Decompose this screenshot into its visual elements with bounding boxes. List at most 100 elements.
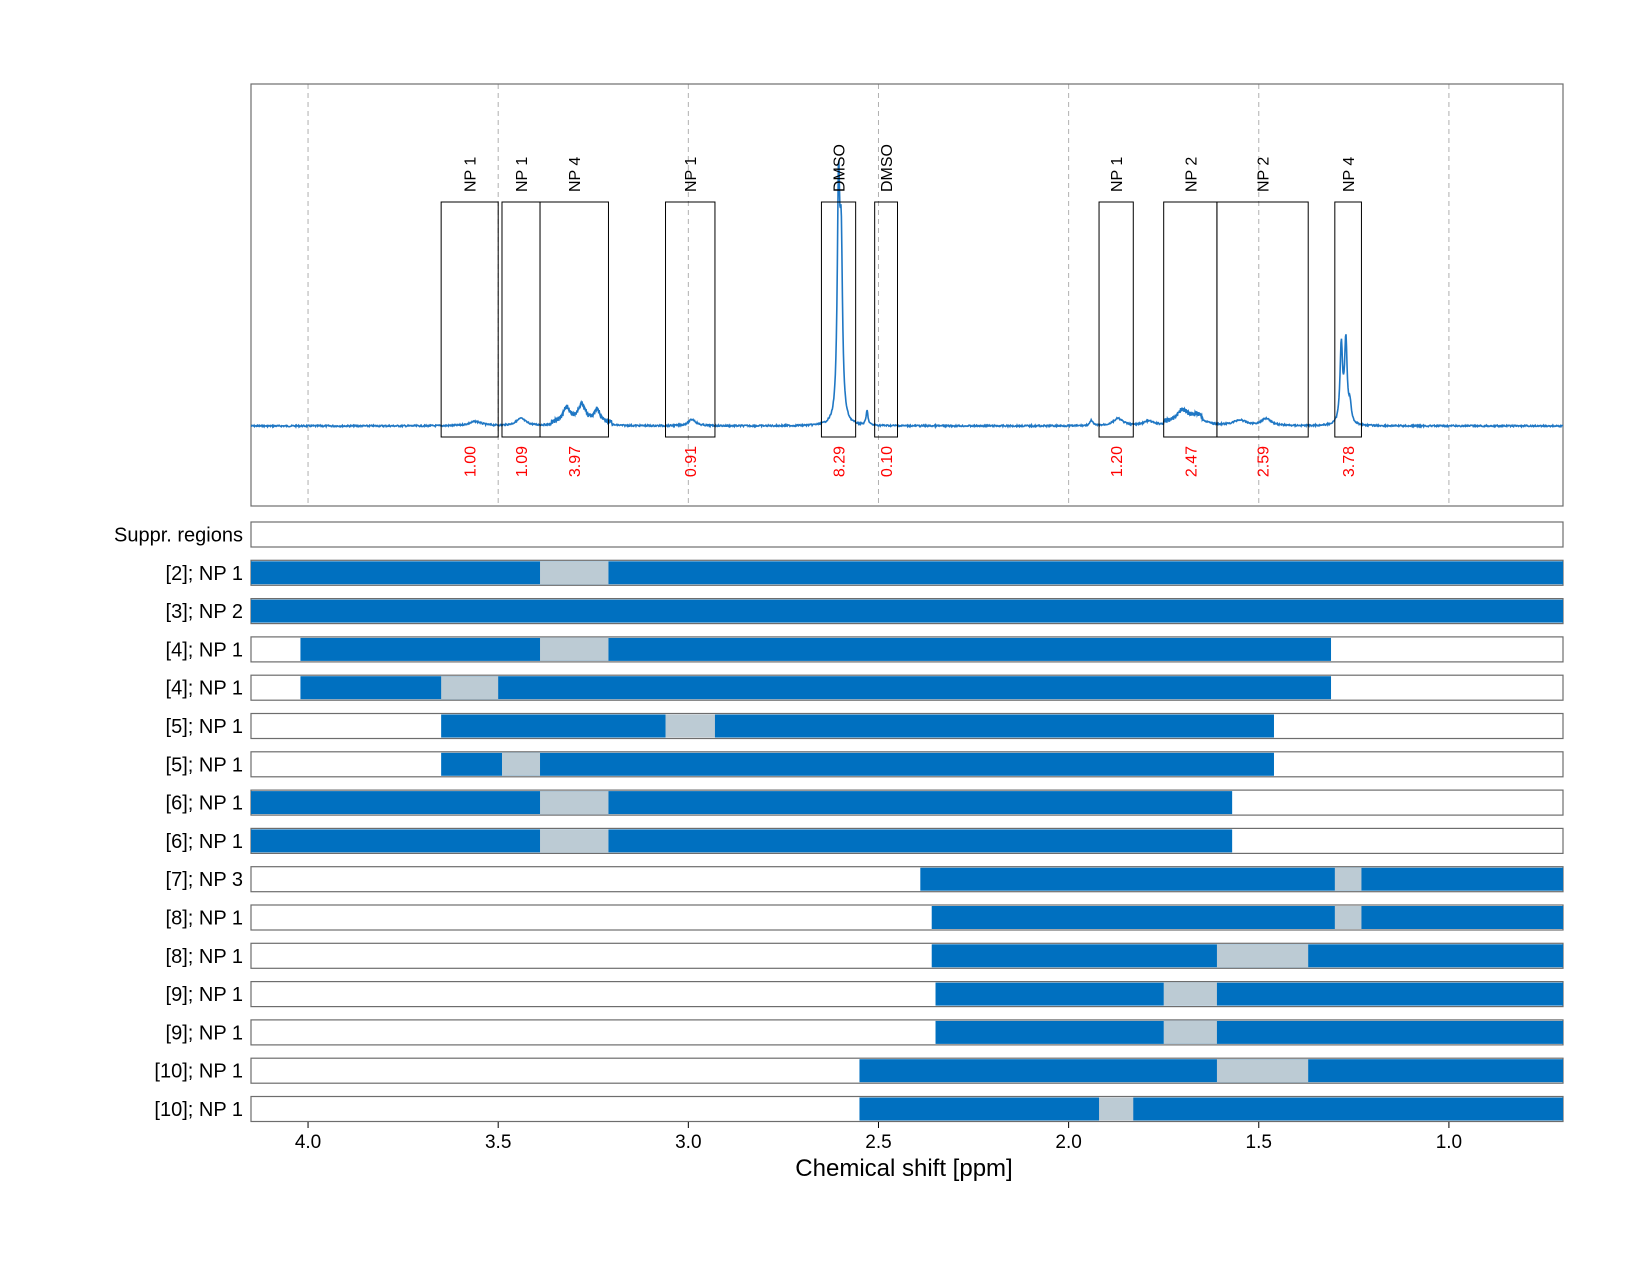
row-label: [9]; NP 1 (166, 1022, 243, 1044)
region-label: DMSO (832, 144, 849, 192)
integration-region-box (1334, 201, 1362, 438)
integral-value: 1.20 (1109, 446, 1126, 477)
row-bar (859, 1097, 1563, 1121)
row-highlight (665, 714, 715, 738)
region-label: DMSO (879, 144, 896, 192)
row-bar (251, 561, 1563, 585)
x-tick-label: 3.0 (675, 1132, 701, 1153)
region-label: NP 1 (683, 157, 700, 192)
row-label: [6]; NP 1 (166, 831, 243, 853)
row-bar (251, 791, 1233, 815)
region-row: [6]; NP 1 (166, 827, 1564, 855)
row-bar (300, 637, 1332, 661)
row-label: [10]; NP 1 (154, 1061, 243, 1083)
row-label: [7]; NP 3 (166, 869, 243, 891)
row-highlight (1216, 944, 1309, 968)
x-tick-label: 4.0 (295, 1132, 321, 1153)
region-label: NP 2 (1183, 157, 1200, 192)
row-bar (251, 829, 1233, 853)
row-bar (931, 906, 1563, 929)
region-row: [10]; NP 1 (154, 1057, 1564, 1084)
x-tick-label: 1.5 (1246, 1132, 1272, 1153)
region-row: [6]; NP 1 (166, 789, 1564, 816)
spectrum-line (250, 160, 1564, 430)
region-row: Suppr. regions (114, 521, 1564, 548)
x-axis-label: Chemical shift [ppm] (795, 1155, 1012, 1182)
region-label: NP 4 (567, 157, 584, 192)
region-row: [5]; NP 1 (166, 712, 1564, 740)
region-row: [4]; NP 1 (166, 636, 1564, 663)
region-row: [2]; NP 1 (166, 559, 1564, 586)
row-label: [10]; NP 1 (154, 1099, 243, 1121)
row-label: [5]; NP 1 (166, 716, 243, 738)
region-row: [8]; NP 1 (166, 904, 1564, 931)
region-label: NP 1 (1109, 157, 1126, 192)
row-highlight (441, 676, 499, 700)
integration-region-box (1098, 201, 1134, 438)
row-bar (441, 714, 1274, 738)
x-tick-label: 3.5 (485, 1132, 511, 1153)
row-bar (859, 1059, 1563, 1083)
x-tick-label: 1.0 (1436, 1132, 1462, 1153)
region-row: [9]; NP 1 (166, 980, 1564, 1008)
integral-value: 2.59 (1256, 446, 1273, 477)
region-label: NP 2 (1256, 157, 1273, 192)
region-label: NP 1 (463, 157, 480, 192)
row-bar (935, 982, 1563, 1006)
integral-value: 0.91 (683, 446, 700, 477)
row-highlight (540, 561, 609, 585)
integration-region-box (440, 201, 499, 438)
spectrum-frame (250, 83, 1564, 507)
row-bar (920, 867, 1563, 891)
region-rows: Suppr. regions [2]; NP 1 [3]; NP 2 [4]; NP … (114, 521, 1564, 1123)
integral-value: 3.97 (567, 446, 584, 477)
row-label: [5]; NP 1 (166, 754, 243, 776)
row-highlight (1163, 1020, 1217, 1044)
integral-value: 1.09 (514, 446, 531, 477)
row-label: [6]; NP 1 (166, 793, 243, 815)
x-tick-label: 2.0 (1055, 1132, 1081, 1153)
integral-value: 2.47 (1183, 446, 1200, 477)
region-row: [7]; NP 3 (166, 866, 1564, 893)
row-highlight (1163, 982, 1217, 1006)
region-row: [9]; NP 1 (166, 1019, 1564, 1046)
integration-region-box (874, 201, 898, 438)
row-highlight (540, 829, 609, 853)
integration-region-box (820, 201, 857, 438)
row-label: [8]; NP 1 (166, 946, 243, 968)
row-label: [8]; NP 1 (166, 908, 243, 930)
integration-regions: NP 1 1.00 NP 1 1.09 NP 4 3.97 NP 1 0.91 DMSO 8.29… (440, 144, 1362, 477)
region-row: [3]; NP 2 (166, 597, 1564, 625)
row-highlight (1334, 867, 1362, 891)
row-label: [4]; NP 1 (166, 639, 243, 661)
region-row: [10]; NP 1 (154, 1095, 1564, 1123)
row-highlight (540, 637, 609, 661)
row-label: [4]; NP 1 (166, 678, 243, 700)
row-label: [9]; NP 1 (166, 984, 243, 1006)
row-label: Suppr. regions (114, 525, 243, 547)
integral-value: 1.00 (463, 446, 480, 477)
integration-region-box (1216, 201, 1309, 438)
row-highlight (1334, 906, 1362, 929)
integral-value: 8.29 (832, 446, 849, 477)
row-bar (300, 676, 1332, 700)
row-label: [3]; NP 2 (166, 601, 243, 623)
row-label: [2]; NP 1 (166, 563, 243, 585)
spectrum-panel (250, 83, 1564, 507)
region-row: [4]; NP 1 (166, 674, 1564, 701)
row-highlight (501, 752, 541, 776)
region-label: NP 1 (514, 157, 531, 192)
region-label: NP 4 (1341, 157, 1358, 192)
integral-value: 0.10 (879, 446, 896, 477)
x-axis: 4.0 3.5 3.0 2.5 2.0 1.5 1.0 (295, 1122, 1462, 1153)
integral-value: 3.78 (1341, 446, 1358, 477)
row-highlight (1099, 1097, 1134, 1121)
row-bar (251, 599, 1563, 623)
region-row: [8]; NP 1 (166, 942, 1564, 969)
row-highlight (1216, 1059, 1309, 1083)
row-bar (441, 752, 1274, 776)
region-row: [5]; NP 1 (166, 751, 1564, 778)
integration-region-box (665, 201, 716, 438)
integration-region-box (539, 201, 609, 438)
row-bar (935, 1020, 1563, 1044)
